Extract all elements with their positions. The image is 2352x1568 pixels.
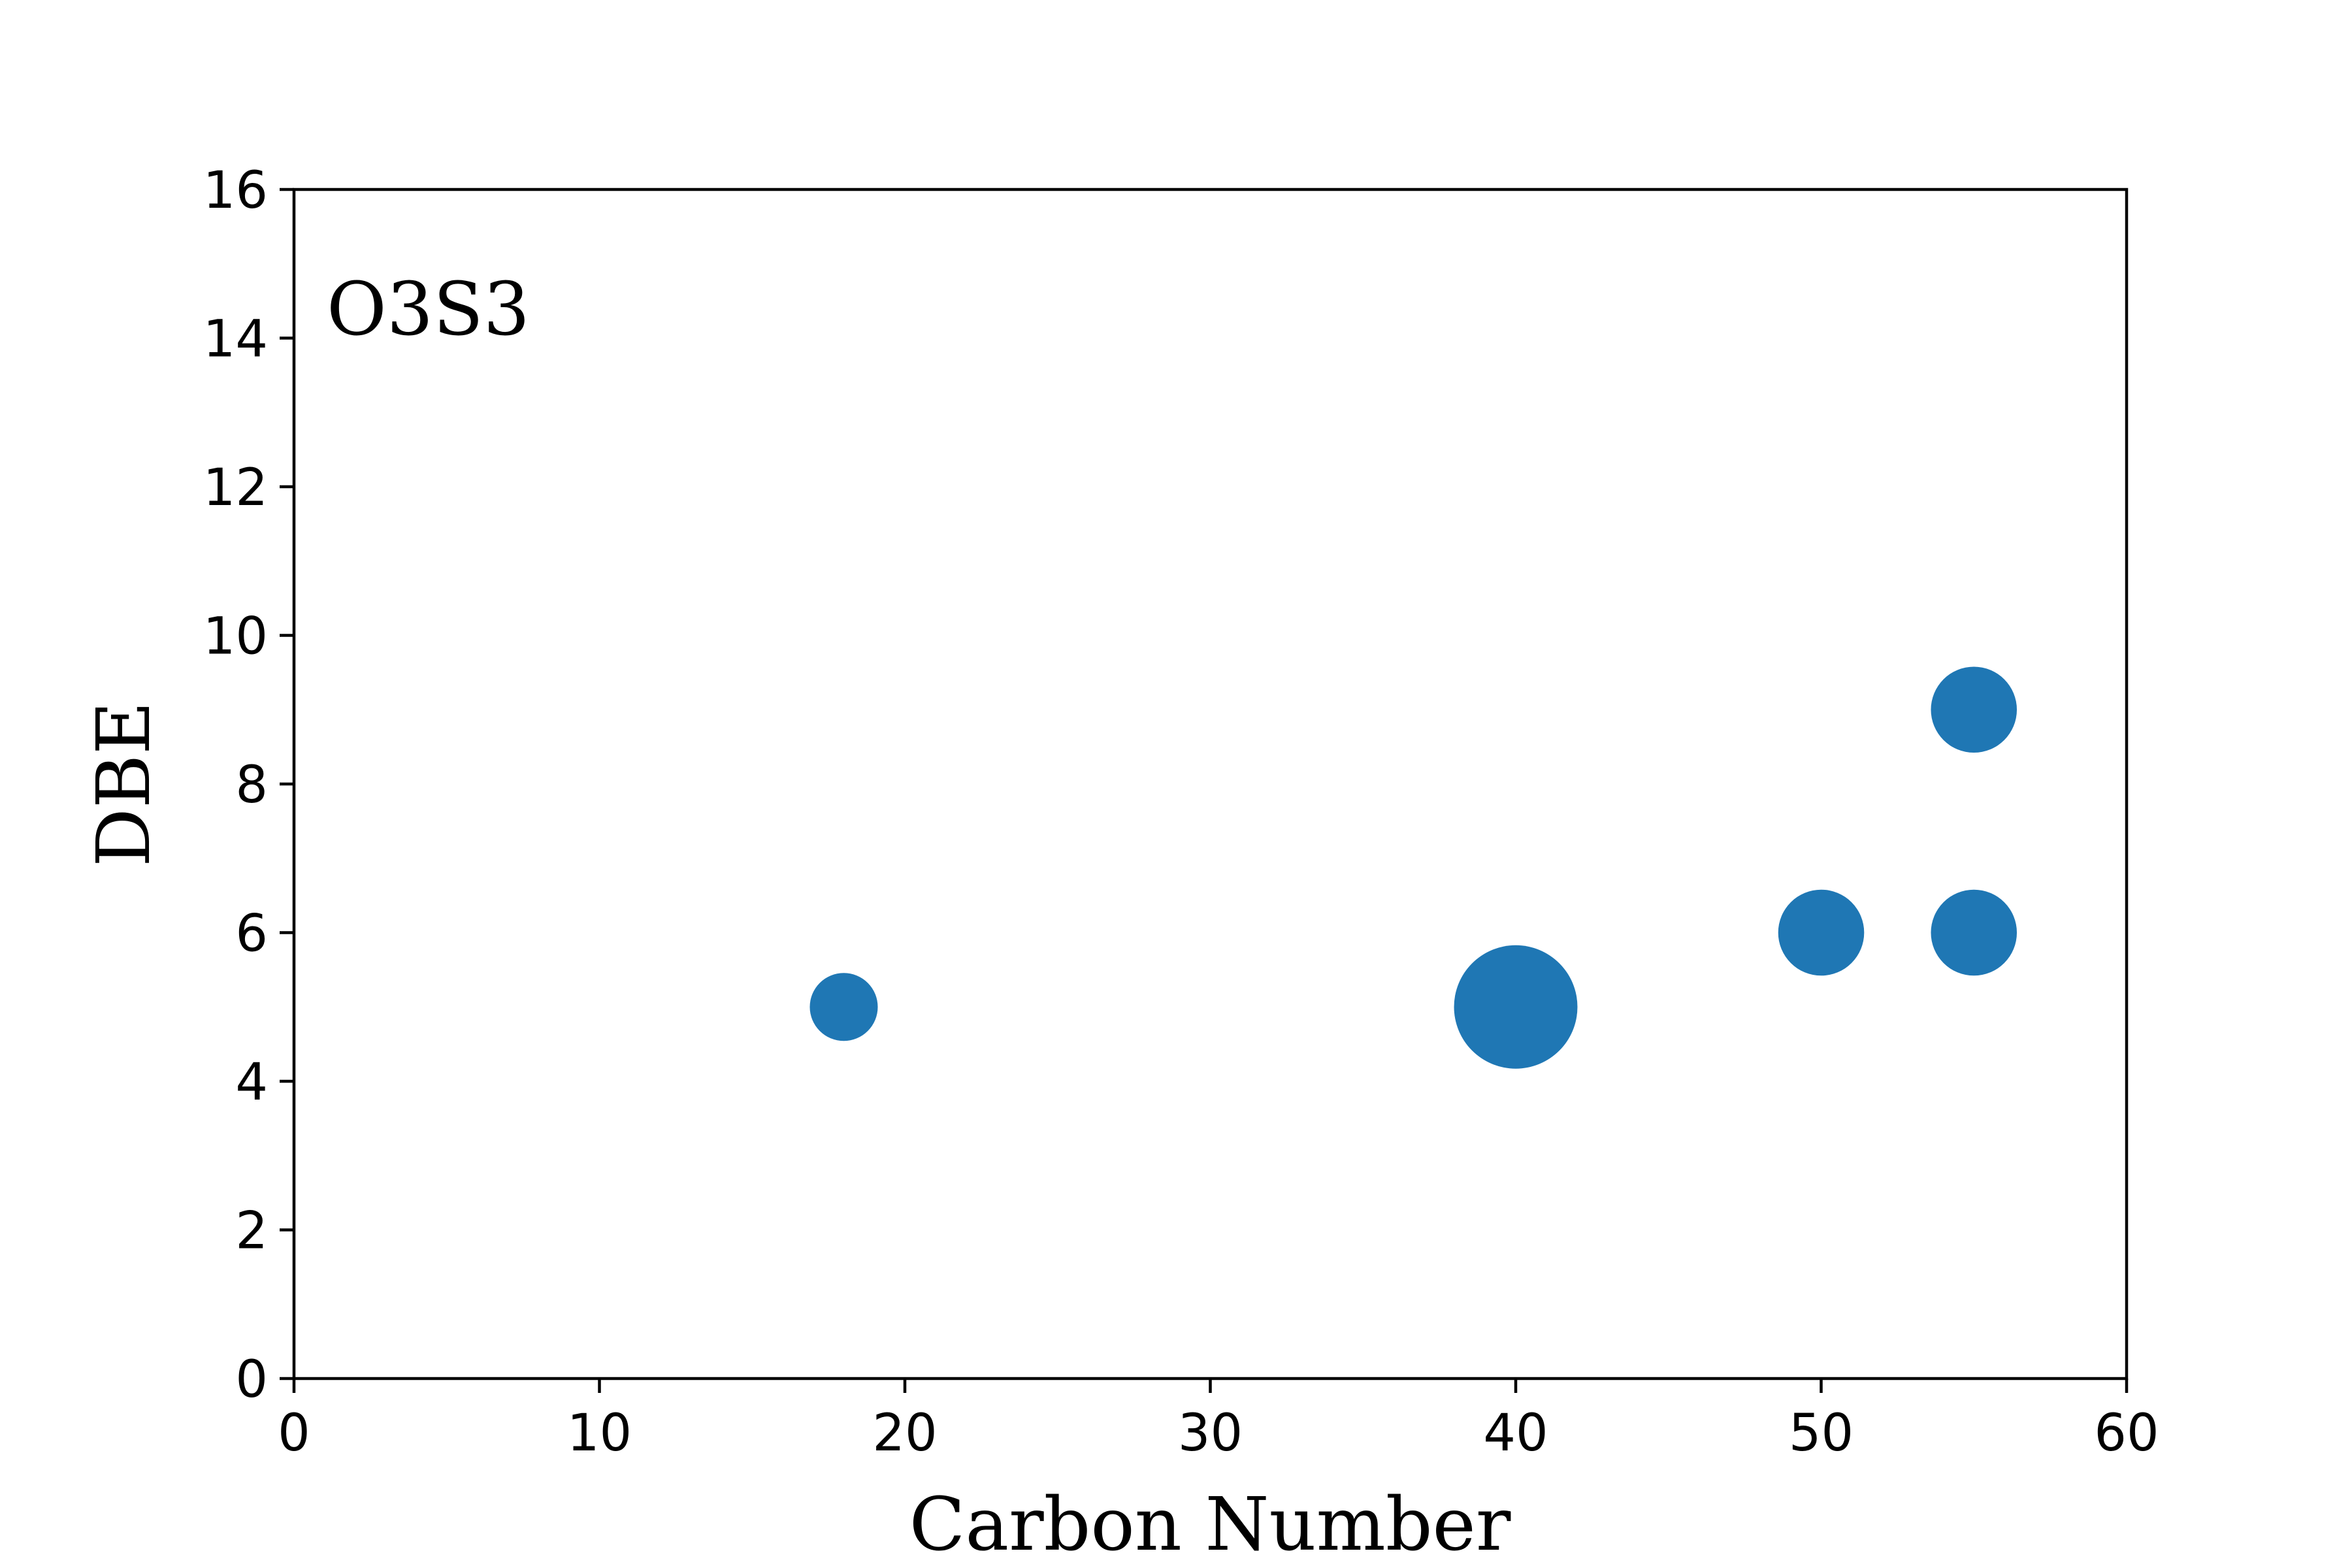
- y-tick-label: 8: [235, 756, 268, 815]
- y-tick-label: 12: [203, 459, 268, 517]
- x-tick-label: 30: [1178, 1404, 1243, 1463]
- scatter-point: [809, 973, 878, 1041]
- y-tick-label: 16: [203, 161, 268, 220]
- x-axis: 0 10 20 30 40 50 60: [278, 1379, 2159, 1463]
- y-tick-label: 10: [203, 608, 268, 666]
- series-annotation: O3S3: [327, 267, 530, 352]
- y-tick-label: 0: [235, 1350, 268, 1409]
- x-axis-title: Carbon Number: [909, 1482, 1511, 1567]
- x-tick-label: 10: [567, 1404, 632, 1463]
- x-tick-label: 50: [1789, 1404, 1854, 1463]
- x-tick-label: 20: [872, 1404, 937, 1463]
- y-axis: 0 2 4 6 8 10 12 14 16: [203, 161, 294, 1409]
- scatter-point: [1931, 889, 2017, 976]
- y-tick-label: 4: [235, 1053, 268, 1112]
- y-tick-label: 14: [203, 310, 268, 369]
- y-axis-title: DBE: [82, 701, 167, 867]
- scatter-point: [1454, 945, 1578, 1069]
- scatter-point: [1778, 889, 1865, 976]
- x-tick-label: 0: [278, 1404, 310, 1463]
- y-tick-label: 2: [235, 1202, 268, 1261]
- x-tick-label: 40: [1483, 1404, 1548, 1463]
- y-tick-label: 6: [235, 905, 268, 964]
- points-layer: [809, 666, 2017, 1069]
- x-tick-label: 60: [2094, 1404, 2159, 1463]
- scatter-point: [1931, 666, 2017, 753]
